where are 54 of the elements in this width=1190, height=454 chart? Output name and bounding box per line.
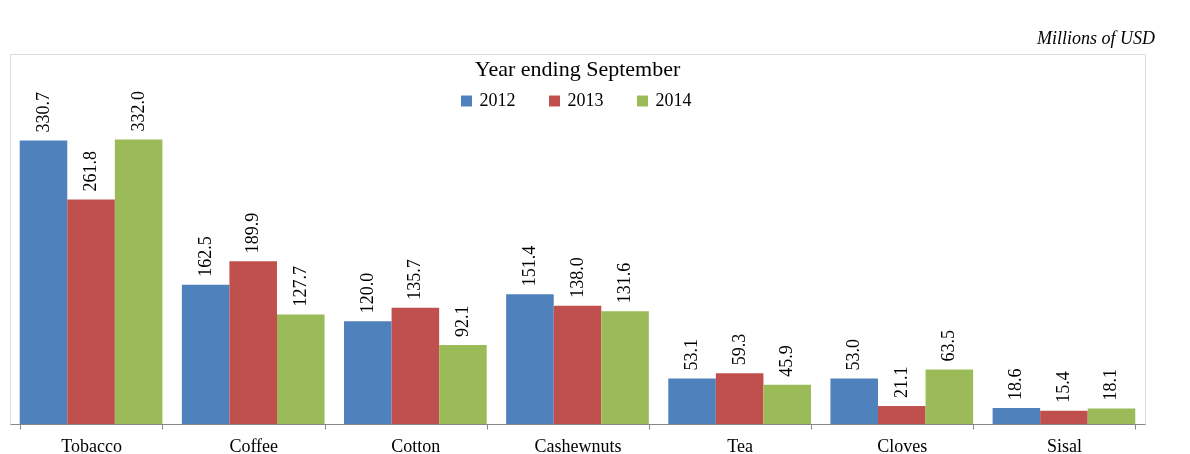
data-label: 127.7 xyxy=(289,266,310,307)
bar xyxy=(439,345,487,424)
bar xyxy=(114,139,163,424)
legend-label: 2013 xyxy=(567,90,604,110)
data-label: 138.0 xyxy=(566,257,587,298)
x-tick-label: Tea xyxy=(727,435,754,454)
x-tick-label: Sisal xyxy=(1046,435,1082,454)
data-label: 63.5 xyxy=(938,330,959,362)
data-label: 18.6 xyxy=(1005,368,1026,401)
data-label: 18.1 xyxy=(1100,368,1121,401)
data-label: 189.9 xyxy=(242,212,263,254)
x-tick-label: Cotton xyxy=(391,435,441,454)
x-tick-label: Tobacco xyxy=(61,435,122,454)
x-tick-label: Cashewnuts xyxy=(534,435,622,454)
data-label: 15.4 xyxy=(1052,371,1073,403)
chart-title: Year ending September xyxy=(474,56,681,81)
bar xyxy=(1087,408,1136,424)
bar xyxy=(506,294,554,424)
bar xyxy=(601,311,649,424)
bar xyxy=(878,405,926,424)
data-label: 332.0 xyxy=(127,90,148,132)
data-label: 151.4 xyxy=(518,245,539,287)
bar xyxy=(830,378,878,424)
bar xyxy=(181,284,230,424)
data-label: 92.1 xyxy=(451,305,472,338)
bar xyxy=(668,378,716,424)
bar xyxy=(277,314,325,424)
data-label: 162.5 xyxy=(194,236,215,277)
bar xyxy=(763,384,811,424)
data-label: 21.1 xyxy=(890,366,911,398)
text: Millions of USD xyxy=(1035,28,1155,48)
x-tick-label: Cloves xyxy=(877,435,928,454)
data-label: 330.7 xyxy=(32,92,53,133)
data-label: 135.7 xyxy=(404,259,425,300)
bar xyxy=(715,373,764,424)
data-label: 45.9 xyxy=(776,345,797,377)
data-label: 261.8 xyxy=(80,151,101,192)
legend-label: 2014 xyxy=(655,90,692,110)
bar xyxy=(19,140,68,424)
bar xyxy=(992,408,1041,424)
legend-label: 2012 xyxy=(479,90,516,110)
data-label: 120.0 xyxy=(356,272,377,314)
bar xyxy=(229,261,277,424)
bar xyxy=(553,305,602,424)
bar xyxy=(67,199,115,424)
bar xyxy=(1040,410,1088,424)
bar xyxy=(925,369,974,424)
data-label: 131.6 xyxy=(614,262,635,304)
x-tick-label: Coffee xyxy=(229,435,279,454)
data-label: 53.1 xyxy=(681,338,702,371)
bar xyxy=(391,307,440,424)
bar xyxy=(344,321,392,424)
data-label: 53.0 xyxy=(843,339,864,371)
data-label: 59.3 xyxy=(728,333,749,366)
